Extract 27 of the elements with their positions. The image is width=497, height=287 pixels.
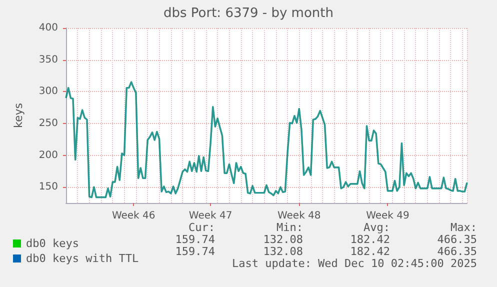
x-tick-label: Week 46 <box>112 210 156 222</box>
text: Min: <box>276 221 304 234</box>
text: 132.08 <box>263 233 304 246</box>
text: 466.35 <box>437 245 478 258</box>
text: 182.42 <box>350 245 390 258</box>
y-tick-label: 150 <box>38 182 58 193</box>
legend-label: db0 keys <box>26 237 79 250</box>
y-axis-title: keys <box>12 102 25 128</box>
y-tick-label: 250 <box>38 118 58 129</box>
text: Avg: <box>364 221 390 234</box>
y-tick-label: 400 <box>38 22 58 34</box>
legend-label: db0 keys with TTL <box>26 252 139 265</box>
text: 159.74 <box>175 245 216 258</box>
y-tick-label: 300 <box>38 86 58 98</box>
text: 466.35 <box>437 233 478 246</box>
y-tick-label: 200 <box>38 150 58 161</box>
text: 182.42 <box>350 233 390 246</box>
text: Max: <box>450 221 478 234</box>
chart-title: dbs Port: 6379 - by month <box>163 6 334 21</box>
x-tick-label: Week 47 <box>188 210 232 222</box>
text: 159.74 <box>175 233 216 246</box>
text: Last update: Wed Dec 10 02:45:00 2025 <box>232 257 478 270</box>
text: 132.08 <box>263 245 304 258</box>
text: Cur: <box>188 221 216 234</box>
y-tick-label: 350 <box>38 54 58 66</box>
x-tick-label: Week 48 <box>277 210 321 222</box>
x-tick-label: Week 49 <box>366 210 410 222</box>
